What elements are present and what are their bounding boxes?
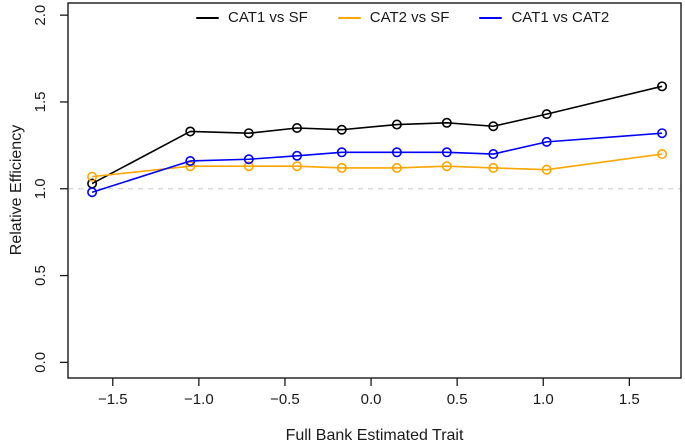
legend-label: CAT1 vs SF	[228, 9, 308, 26]
data-point-marker	[657, 149, 668, 160]
data-point-marker	[243, 154, 254, 165]
data-point-marker	[336, 147, 347, 158]
data-point-marker	[243, 128, 254, 139]
y-tick-label: 1.0	[32, 178, 49, 199]
y-tick-label: 0.5	[32, 265, 49, 286]
legend-item-cat1-vs-sf: CAT1 vs SF	[196, 9, 308, 27]
data-point-marker	[488, 121, 499, 132]
legend-line-swatch	[337, 17, 361, 19]
legend-label: CAT2 vs SF	[369, 9, 450, 26]
legend-line-swatch	[196, 17, 219, 19]
data-point-marker	[292, 123, 303, 134]
x-tick-label: −1.0	[184, 391, 214, 408]
y-axis-title: Relative Efficiency	[8, 124, 25, 256]
data-point-marker	[541, 164, 552, 175]
legend-item-cat2-vs-sf: CAT2 vs SF	[337, 9, 450, 27]
data-point-marker	[657, 81, 668, 92]
plot-frame	[67, 2, 682, 379]
data-point-marker	[185, 126, 196, 137]
data-point-marker	[243, 161, 254, 172]
legend: CAT1 vs SF CAT2 vs SF CAT1 vs CAT2	[196, 9, 609, 27]
data-point-marker	[87, 187, 98, 198]
data-point-marker	[336, 124, 347, 135]
data-point-marker	[87, 171, 98, 182]
series-line	[91, 132, 663, 193]
data-point-marker	[541, 109, 552, 120]
x-axis: −1.5 −1.0 −0.5 0.0 0.5 1.0 1.5	[98, 378, 640, 408]
series-cat2-vs-sf	[87, 149, 668, 182]
data-point-marker	[441, 117, 452, 128]
data-point-marker	[185, 161, 196, 172]
data-point-marker	[292, 161, 303, 172]
series-cat1-vs-cat2	[87, 128, 668, 198]
y-tick-label: 1.5	[32, 92, 49, 113]
data-point-marker	[391, 162, 402, 173]
data-point-marker	[488, 149, 499, 160]
data-point-marker	[391, 147, 402, 158]
y-tick-label: 2.0	[32, 5, 49, 26]
data-point-marker	[488, 162, 499, 173]
data-point-marker	[541, 136, 552, 147]
series-line	[92, 153, 663, 178]
data-point-marker	[185, 155, 196, 166]
data-point-marker	[441, 147, 452, 158]
data-point-marker	[391, 119, 402, 130]
x-tick-label: 0.5	[447, 391, 468, 408]
x-tick-label: −0.5	[270, 391, 300, 408]
legend-label: CAT1 vs CAT2	[511, 9, 610, 26]
x-tick-label: 1.5	[619, 391, 640, 408]
x-tick-label: 1.0	[533, 391, 554, 408]
series-cat1-vs-sf	[87, 81, 668, 189]
legend-item-cat1-vs-cat2: CAT1 vs CAT2	[479, 9, 609, 27]
y-tick-label: 0.0	[32, 352, 49, 373]
data-point-marker	[657, 128, 668, 139]
x-tick-label: 0.0	[361, 391, 382, 408]
y-axis: 0.0 0.5 1.0 1.5 2.0	[32, 5, 68, 373]
data-point-marker	[441, 161, 452, 172]
data-point-marker	[292, 150, 303, 161]
data-point-marker	[336, 162, 347, 173]
x-axis-title: Full Bank Estimated Trait	[285, 427, 464, 444]
series-line	[91, 85, 663, 185]
x-tick-label: −1.5	[98, 391, 128, 408]
legend-line-swatch	[479, 17, 503, 19]
